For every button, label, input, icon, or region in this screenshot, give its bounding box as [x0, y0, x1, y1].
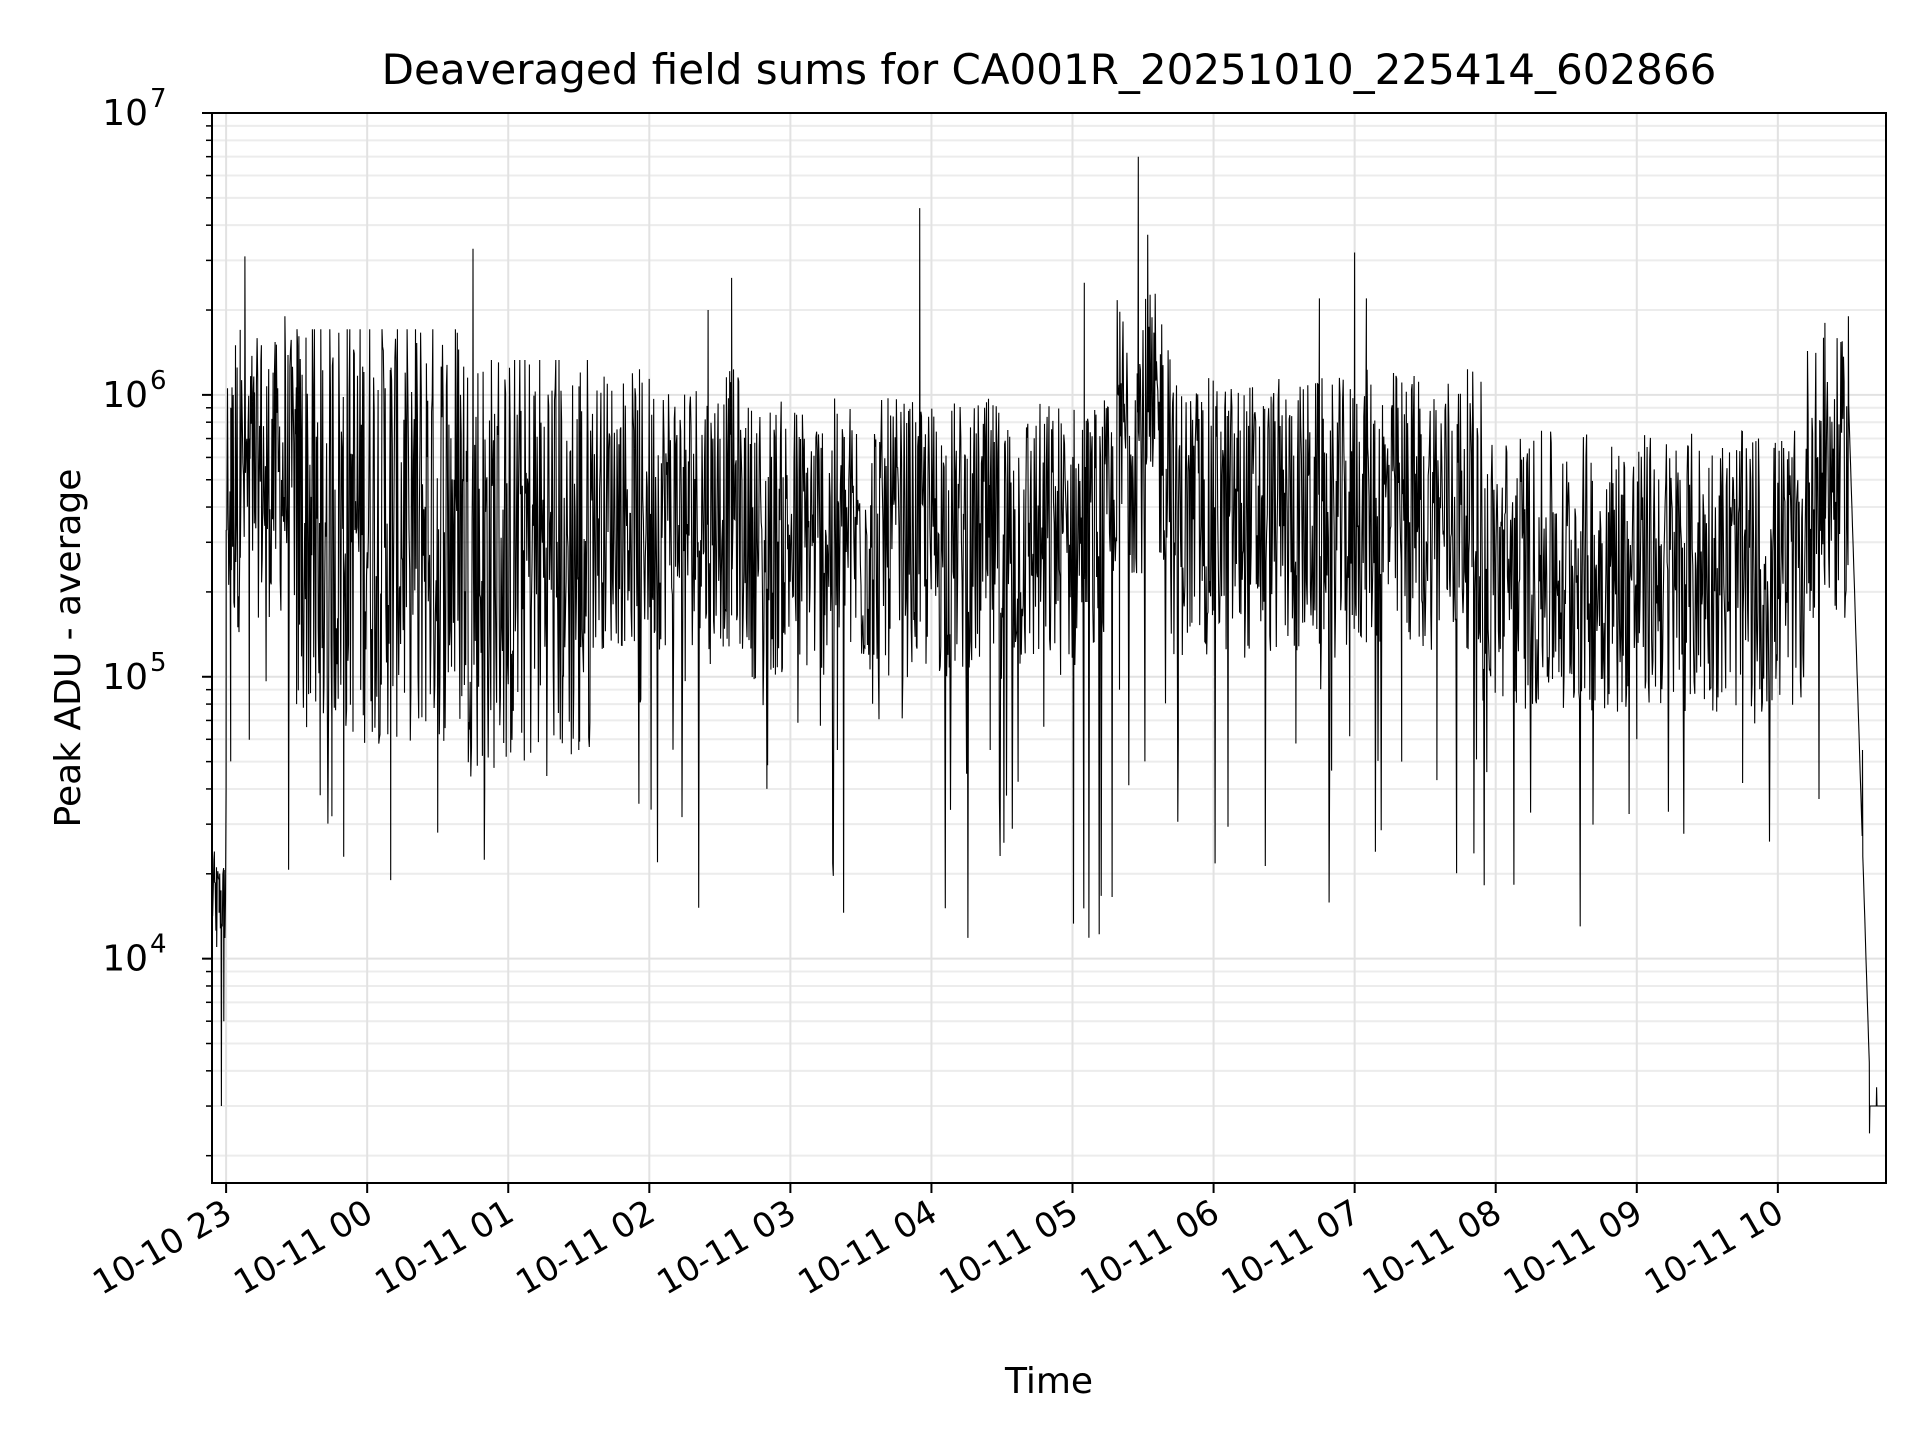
x-axis-label: Time: [1004, 1361, 1093, 1402]
y-tick-label: 10: [102, 93, 148, 134]
y-tick-label: 10: [102, 657, 148, 698]
series-line: [212, 156, 1886, 1144]
plot-frame: [211, 112, 1887, 1184]
y-tick-exponent: 7: [150, 84, 167, 114]
y-tick-exponent: 4: [150, 930, 167, 960]
y-axis-label: Peak ADU - average: [48, 469, 89, 828]
chart-title: Deaveraged field sums for CA001R_2025101…: [382, 45, 1717, 94]
y-tick-label: 10: [102, 939, 148, 980]
y-tick-label: 10: [102, 375, 148, 416]
y-tick-exponent: 5: [150, 648, 167, 678]
plot-area: [212, 156, 1886, 1144]
y-tick-exponent: 6: [150, 366, 167, 396]
